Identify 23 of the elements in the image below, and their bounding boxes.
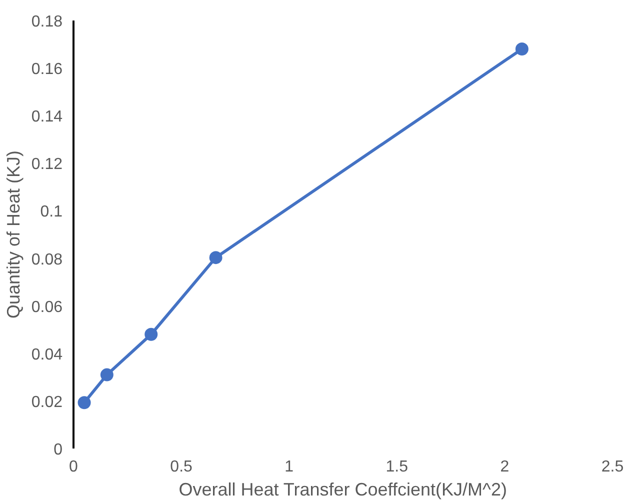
y-tick-label: 0 xyxy=(54,442,63,458)
y-tick-label: 0.08 xyxy=(31,251,63,268)
y-tick-label: 0.1 xyxy=(40,204,63,221)
x-tick-label: 2 xyxy=(500,458,510,476)
x-tick-label: 2.5 xyxy=(601,458,624,476)
y-tick-label: 0.04 xyxy=(31,346,63,364)
point xyxy=(78,396,91,410)
point xyxy=(209,251,222,264)
y-axis-title: Quantity of Heat (KJ) xyxy=(3,150,24,319)
y-tick-label: 0.14 xyxy=(31,108,63,126)
x-tick-label: 1.5 xyxy=(386,458,408,476)
y-tick-label: 0.06 xyxy=(31,298,63,316)
y-tick-label: 0.18 xyxy=(31,14,63,30)
x-tick-label: 0.5 xyxy=(170,458,193,476)
x-tick-label: 0 xyxy=(69,458,78,476)
point xyxy=(100,368,114,382)
y-tick-label: 0.16 xyxy=(31,61,63,78)
point xyxy=(515,42,528,56)
y-tick-label: 0.02 xyxy=(31,394,63,411)
x-axis-title: Overall Heat Transfer Coeffcient(KJ/M^2) xyxy=(178,480,507,500)
x-tick-label: 1 xyxy=(284,458,294,476)
y-tick-label: 0.12 xyxy=(31,156,63,174)
point xyxy=(144,328,158,341)
